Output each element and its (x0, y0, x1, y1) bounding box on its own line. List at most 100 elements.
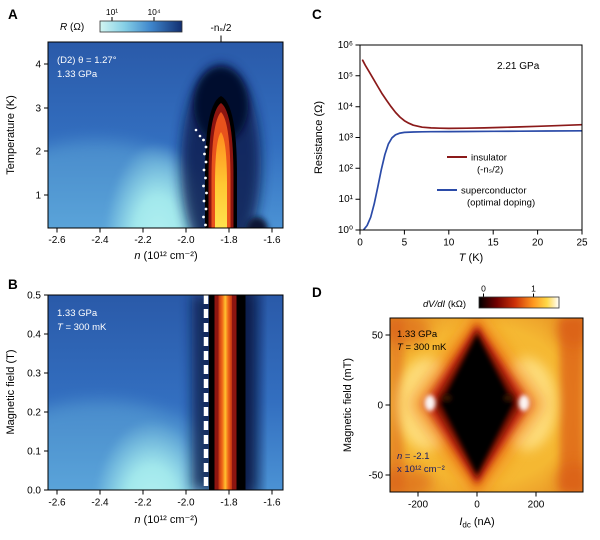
panel-a-speckles (194, 128, 208, 227)
insulating-streak-core (215, 132, 227, 228)
panel-c-x-tick-labels: 0 5 10 15 20 25 (357, 238, 588, 249)
tick-marks (44, 17, 583, 497)
panel-d-left-band (390, 318, 403, 492)
panel-d-x-tick-labels: -200 0 200 (408, 500, 545, 511)
panel-b-x-tick-labels: -2.6 -2.4 -2.2 -2.0 -1.8 -1.6 (48, 498, 281, 509)
panel-a-ylabel: Temperature (K) (5, 95, 17, 174)
tick-label: -1.6 (263, 498, 281, 509)
panel-c-curves (361, 59, 582, 230)
panel-d-annotation-4: x 10¹² cm⁻² (397, 464, 445, 475)
dark-spot-right (503, 394, 513, 402)
panel-d-y-ticks (385, 334, 390, 476)
tick-label: -2.4 (91, 235, 109, 246)
corner-blob-br (555, 464, 583, 492)
panel-b-x-ticks (56, 490, 273, 495)
tick-label: 0 (474, 500, 480, 511)
panel-a-frame (47, 41, 284, 229)
tick-label: 0 (357, 238, 363, 249)
insulator-curve (361, 59, 582, 130)
panel-d-x-ticks (417, 492, 537, 497)
panel-d-colorbar-ticks (483, 293, 534, 297)
tick-label: -2.2 (134, 235, 152, 246)
tick-label: 200 (528, 500, 545, 511)
panel-b-ylabel: Magnetic field (T) (5, 350, 17, 435)
tick-label: -50 (369, 471, 384, 482)
tick-label: 0 (377, 401, 383, 412)
dark-notch (246, 217, 268, 228)
streak-black-right (236, 295, 246, 490)
tick-label: 25 (576, 238, 588, 249)
panel-a-colorbar (99, 20, 183, 33)
legend-label-insulator-2: (-nₛ/2) (477, 165, 503, 176)
panel-c-ylabel: Resistance (Ω) (313, 101, 325, 174)
tick-label: 10¹ (339, 194, 354, 205)
panel-c-xlabel: T (K) (459, 252, 483, 264)
tick-label: 10² (339, 163, 354, 174)
tick-label: 10⁶ (338, 40, 353, 51)
panel-c-y-ticks (355, 44, 360, 231)
panel-b-xlabel: n (10¹² cm⁻²) (134, 514, 197, 526)
panel-d-ylabel: Magnetic field (mT) (342, 358, 354, 452)
tick-label: -2.2 (134, 498, 152, 509)
panel-a-y-tick-labels: 1 2 3 4 (35, 60, 41, 202)
panel-a-annotation-1: (D2) θ = 1.27° (57, 55, 117, 66)
tick-label: 0.1 (27, 447, 41, 458)
panel-b-frame (47, 294, 284, 491)
tick-label: 5 (402, 238, 408, 249)
tick-label: -2.6 (48, 498, 66, 509)
critical-current-diamond (441, 335, 513, 474)
tick-label: -1.8 (220, 498, 238, 509)
panel-d-label: D (312, 285, 322, 300)
tick-label: -1.6 (263, 235, 281, 246)
tick-label: 10 (443, 238, 455, 249)
panel-a-heatmap (48, 42, 283, 228)
tick-label: -2.6 (48, 235, 66, 246)
streak-darkred-right (232, 295, 237, 490)
tick-label: 10⁵ (338, 71, 353, 82)
insulating-column-core (218, 295, 232, 490)
panel-a-colorbar-label: R (Ω) (60, 22, 84, 33)
panel-c-label: C (312, 7, 322, 22)
panel-a-x-ticks (56, 228, 273, 233)
panel-b-label: B (8, 277, 18, 292)
panel-b-annotation-2: T = 300 mK (57, 322, 107, 333)
panel-b-heatmap (48, 295, 283, 490)
streak-darkred-left (214, 295, 219, 490)
tick-label: -200 (408, 500, 428, 511)
tick-label: -2.0 (177, 498, 195, 509)
panel-d-colorbar-tick-high: 1 (531, 284, 536, 294)
panel-d-colorbar-label: dV/dI (kΩ) (423, 299, 466, 310)
tick-label: -1.8 (220, 235, 238, 246)
white-glint-right (518, 395, 530, 411)
tick-label: 50 (372, 331, 384, 342)
panel-d-annotation-2: T = 300 mK (397, 342, 447, 353)
panel-b-y-ticks (44, 294, 48, 491)
tick-label: 0.0 (27, 486, 41, 497)
colorbar-tick-low: 10¹ (106, 7, 118, 17)
tick-label: 0.3 (27, 369, 41, 380)
tick-label: 4 (35, 60, 41, 71)
panel-a-annotation-2: 1.33 GPa (57, 69, 98, 80)
superconductor-curve (363, 129, 582, 230)
superconducting-dome-region-b (94, 420, 210, 490)
tick-label: 10⁴ (338, 102, 353, 113)
tick-label: 0.2 (27, 408, 41, 419)
tick-label: 15 (488, 238, 500, 249)
panel-d-y-tick-labels: 50 0 -50 (369, 331, 384, 482)
panel-a-colorbar-ticks (111, 17, 155, 21)
ns-half-marker-label: -nₛ/2 (211, 23, 232, 34)
tick-label: 3 (35, 104, 41, 115)
panel-a-y-ticks (44, 63, 48, 196)
corner-blob-tl (390, 318, 430, 344)
panel-c-x-ticks (359, 230, 583, 235)
panel-d-colorbar-tick-low: 0 (481, 284, 486, 294)
panel-a-x-tick-labels: -2.6 -2.4 -2.2 -2.0 -1.8 -1.6 (48, 235, 281, 246)
panel-d-annotation-3: n = -2.1 (397, 451, 430, 462)
tick-label: 0.4 (27, 330, 41, 341)
colorbar-tick-high: 10⁴ (147, 7, 160, 17)
corner-blob-bl (390, 468, 433, 492)
legend-label-superconductor: superconductor (461, 186, 526, 197)
tick-label: 20 (532, 238, 544, 249)
tick-label: 10³ (339, 133, 354, 144)
